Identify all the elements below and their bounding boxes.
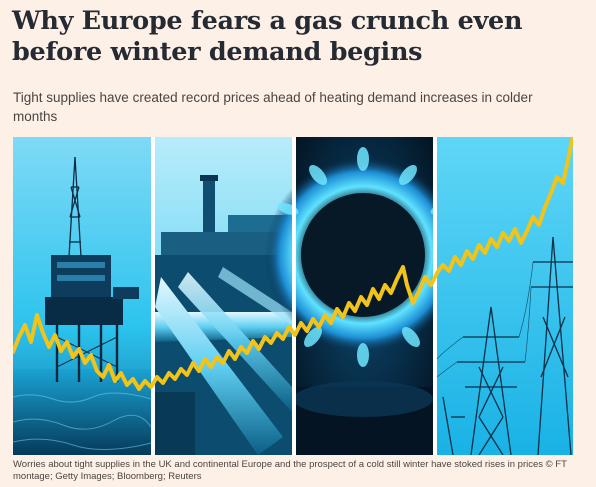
pipeline-panel: [155, 137, 292, 455]
oil-rig-panel: [13, 137, 152, 455]
price-line: [13, 137, 573, 391]
standfirst: Tight supplies have created record price…: [13, 90, 533, 124]
pylons-panel: [436, 137, 573, 455]
image-caption: Worries about tight supplies in the UK a…: [13, 459, 567, 482]
hero-image-montage: [13, 137, 573, 455]
headline: Why Europe fears a gas crunch even befor…: [12, 6, 523, 67]
